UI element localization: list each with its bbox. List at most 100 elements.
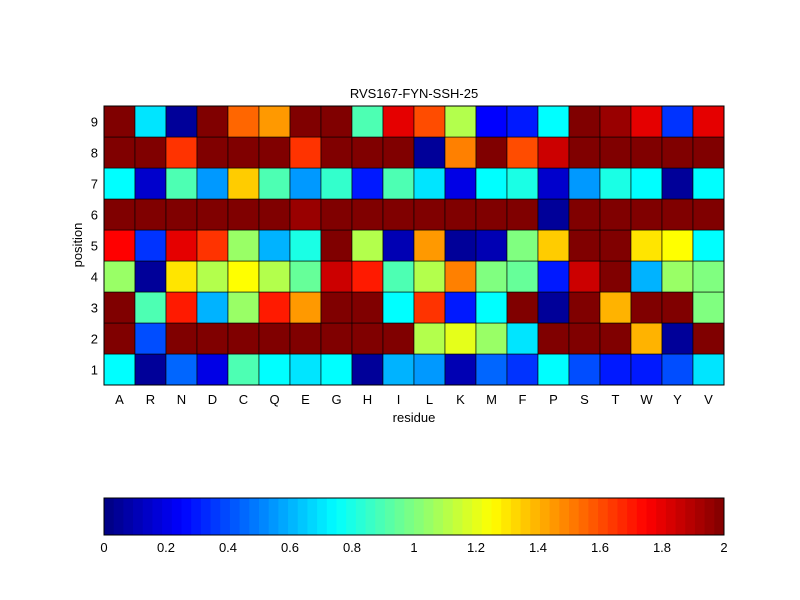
colorbar-step xyxy=(607,498,618,535)
colorbar-tick-label: 1.4 xyxy=(529,540,547,555)
heatmap-cell xyxy=(630,136,663,169)
heatmap-cell xyxy=(568,353,601,386)
heatmap-cell xyxy=(537,136,570,169)
colorbar-step xyxy=(394,498,405,535)
heatmap-cell xyxy=(506,105,539,138)
heatmap-cell xyxy=(320,136,353,169)
y-tick-label: 8 xyxy=(91,146,98,161)
heatmap-cell xyxy=(227,353,260,386)
colorbar-step xyxy=(268,498,279,535)
heatmap-cell xyxy=(165,167,198,200)
heatmap-cell xyxy=(444,229,477,262)
heatmap-cell xyxy=(444,167,477,200)
heatmap-cell xyxy=(227,167,260,200)
colorbar-step xyxy=(152,498,163,535)
heatmap-cell xyxy=(630,353,663,386)
heatmap-cell xyxy=(506,260,539,293)
heatmap-cell xyxy=(568,167,601,200)
heatmap-cell xyxy=(134,260,167,293)
colorbar-step xyxy=(162,498,173,535)
colorbar-step xyxy=(191,498,202,535)
colorbar-step xyxy=(491,498,502,535)
heatmap-cell xyxy=(506,198,539,231)
colorbar-step xyxy=(297,498,308,535)
heatmap-cell xyxy=(103,291,136,324)
heatmap-cell xyxy=(351,353,384,386)
heatmap-cell xyxy=(134,353,167,386)
heatmap-cell xyxy=(103,353,136,386)
y-tick-label: 5 xyxy=(91,239,98,254)
heatmap-cell xyxy=(320,229,353,262)
colorbar-step xyxy=(539,498,551,535)
heatmap-cell xyxy=(103,260,136,293)
colorbar-step xyxy=(307,498,318,535)
colorbar-step xyxy=(288,498,299,535)
heatmap-cell xyxy=(413,167,446,200)
colorbar-tick-label: 0.6 xyxy=(281,540,299,555)
heatmap-cell xyxy=(134,198,167,231)
heatmap-cell xyxy=(134,291,167,324)
colorbar-step xyxy=(443,498,454,535)
heatmap-cell xyxy=(692,353,725,386)
colorbar-step xyxy=(229,498,241,535)
x-tick-label: E xyxy=(301,392,310,407)
colorbar-tick-label: 0.2 xyxy=(157,540,175,555)
heatmap-cell xyxy=(599,167,632,200)
y-tick-label: 3 xyxy=(91,301,98,316)
heatmap-cell xyxy=(661,260,694,293)
heatmap-cell xyxy=(537,291,570,324)
colorbar-step xyxy=(636,498,647,535)
heatmap-cell xyxy=(103,322,136,355)
heatmap-cell xyxy=(692,260,725,293)
heatmap-cell xyxy=(475,198,508,231)
colorbar-step xyxy=(520,498,531,535)
colorbar-step xyxy=(317,498,328,535)
colorbar-step xyxy=(104,498,115,535)
colorbar-step xyxy=(501,498,512,535)
y-tick-label: 1 xyxy=(91,363,98,378)
heatmap-cell xyxy=(630,105,663,138)
heatmap-cell xyxy=(568,105,601,138)
heatmap-cell xyxy=(692,198,725,231)
heatmap-cell xyxy=(599,260,632,293)
heatmap-cell xyxy=(320,322,353,355)
colorbar-step xyxy=(714,498,725,535)
heatmap-cell xyxy=(506,136,539,169)
heatmap-cell xyxy=(258,260,291,293)
heatmap-cell xyxy=(475,136,508,169)
heatmap-cell xyxy=(506,291,539,324)
heatmap-cell xyxy=(413,353,446,386)
heatmap-cell xyxy=(103,198,136,231)
heatmap-cell xyxy=(351,322,384,355)
heatmap-cell xyxy=(289,136,322,169)
heatmap-cell xyxy=(599,198,632,231)
colorbar-tick-label: 0 xyxy=(100,540,107,555)
heatmap-cell xyxy=(351,229,384,262)
heatmap-cell xyxy=(599,229,632,262)
heatmap-cell xyxy=(413,105,446,138)
heatmap-cell xyxy=(134,167,167,200)
heatmap-cell xyxy=(475,260,508,293)
heatmap-cell xyxy=(289,353,322,386)
colorbar-frame xyxy=(103,497,725,536)
colorbar-step xyxy=(569,498,580,535)
x-tick-label: I xyxy=(397,392,401,407)
colorbar-step xyxy=(433,498,444,535)
heatmap-cell xyxy=(444,260,477,293)
heatmap-cell xyxy=(103,167,136,200)
colorbar-step xyxy=(627,498,638,535)
heatmap-cell xyxy=(258,167,291,200)
chart-title: RVS167-FYN-SSH-25 xyxy=(350,86,478,101)
colorbar-step xyxy=(530,498,541,535)
heatmap-cell xyxy=(258,353,291,386)
heatmap-cell xyxy=(413,322,446,355)
heatmap-cell xyxy=(227,136,260,169)
heatmap-cell xyxy=(599,322,632,355)
heatmap-cell xyxy=(630,291,663,324)
x-tick-label: M xyxy=(486,392,497,407)
heatmap-cell xyxy=(506,229,539,262)
heatmap-cell xyxy=(444,105,477,138)
colorbar-step xyxy=(239,498,250,535)
colorbar-tick-label: 1.2 xyxy=(467,540,485,555)
heatmap-cell xyxy=(258,322,291,355)
